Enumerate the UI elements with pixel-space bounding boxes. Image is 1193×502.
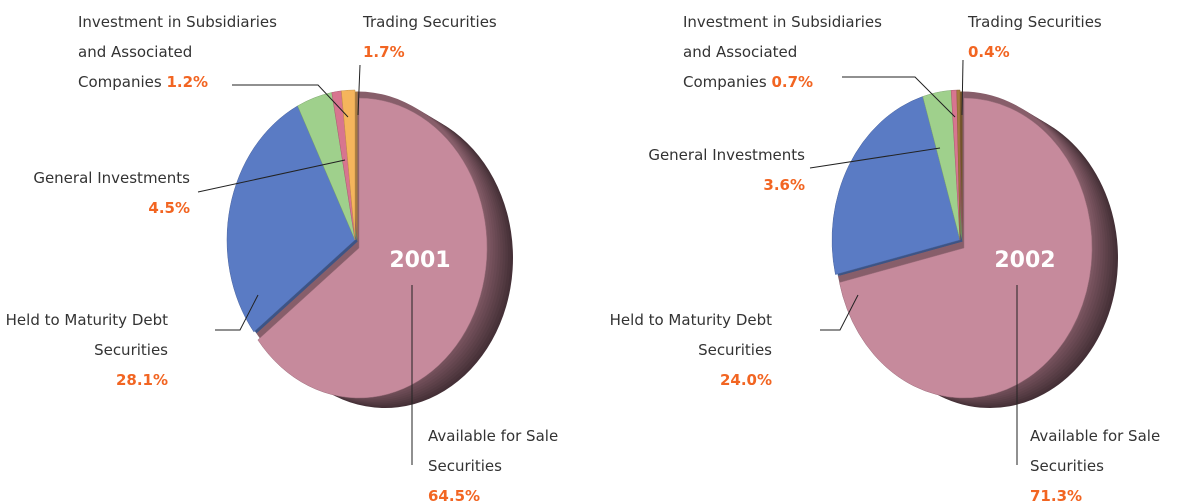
percent-label: 1.7% [363, 43, 405, 61]
category-name: General Investments [648, 146, 805, 164]
slice-label: General Investments 4.5% [10, 163, 190, 223]
leader-line [197, 159, 346, 193]
slice-label: Held to Maturity Debt Securities 24.0% [600, 305, 772, 395]
category-name: Investment in Subsidiaries and Associate… [78, 13, 277, 91]
percent-label: 71.3% [1030, 487, 1083, 502]
slice-label: Held to Maturity Debt Securities 28.1% [0, 305, 168, 395]
category-name: Available for Sale Securities [1030, 427, 1161, 475]
percent-label: 0.7% [771, 73, 814, 91]
slice-label: Available for Sale Securities 64.5% [428, 421, 598, 502]
pie-slice [831, 96, 961, 275]
percent-label: 3.6% [763, 176, 805, 194]
slice-label: Trading Securities 1.7% [363, 7, 533, 67]
category-name: Available for Sale Securities [428, 427, 559, 475]
pie-title: 2001 [389, 248, 450, 273]
leader-line [809, 147, 941, 169]
category-name: Held to Maturity Debt Securities [609, 311, 772, 359]
pie-slice [341, 89, 356, 241]
percent-label: 1.2% [166, 73, 209, 91]
category-name: Investment in Subsidiaries and Associate… [683, 13, 882, 91]
category-name: Held to Maturity Debt Securities [5, 311, 168, 359]
pie [226, 89, 513, 408]
slice-label: Available for Sale Securities 71.3% [1030, 421, 1193, 502]
leader-line [842, 76, 956, 118]
leader-line [357, 64, 361, 116]
category-name: Trading Securities [968, 13, 1102, 31]
category-name: General Investments [33, 169, 190, 187]
category-name: Trading Securities [363, 13, 497, 31]
slice-label: Investment in Subsidiaries and Associate… [683, 7, 883, 97]
pie-slice [226, 105, 356, 333]
pie-slice [257, 97, 488, 399]
pie [831, 89, 1118, 408]
percent-label: 0.4% [968, 43, 1010, 61]
pie-slice [956, 89, 961, 241]
percent-label: 24.0% [719, 371, 772, 389]
percent-label: 4.5% [148, 199, 190, 217]
pie-slice [839, 97, 1093, 399]
leader-line [232, 84, 349, 118]
pie-title: 2002 [994, 248, 1055, 273]
slice-label: Investment in Subsidiaries and Associate… [78, 7, 278, 97]
percent-label: 28.1% [115, 371, 168, 389]
leader-line [961, 59, 964, 116]
leader-line [215, 294, 259, 331]
slice-label: Trading Securities 0.4% [968, 7, 1138, 67]
leader-line [820, 294, 859, 331]
slice-label: General Investments 3.6% [620, 140, 805, 200]
percent-label: 64.5% [428, 487, 481, 502]
